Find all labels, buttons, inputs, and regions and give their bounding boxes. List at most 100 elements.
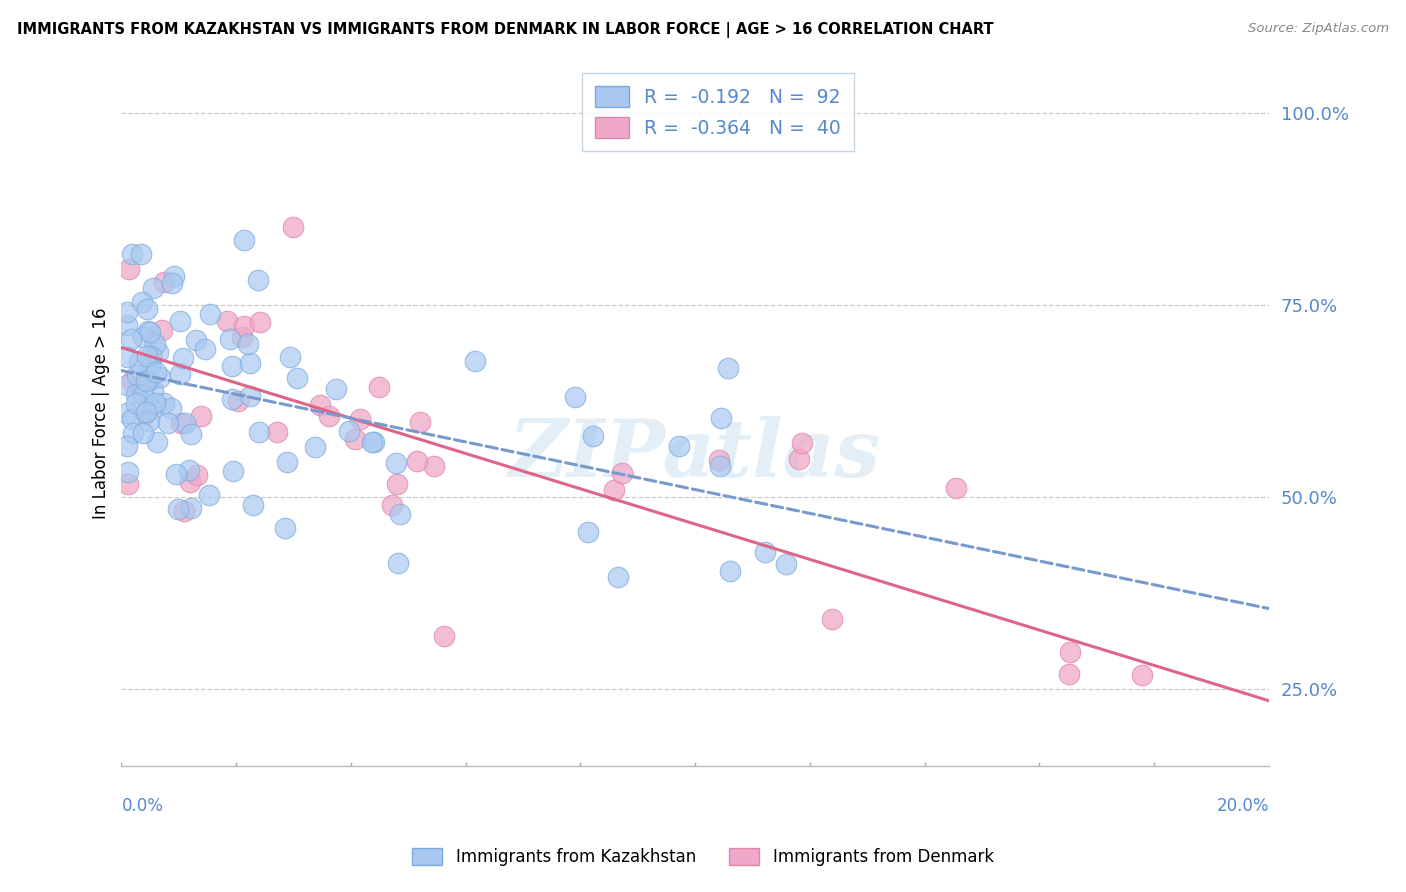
Point <box>122 425 145 440</box>
Point <box>221 392 243 406</box>
Point <box>1059 645 1081 659</box>
Point <box>792 435 814 450</box>
Point <box>233 233 256 247</box>
Point <box>125 387 148 401</box>
Point <box>668 439 690 453</box>
Point <box>159 401 181 415</box>
Point <box>180 427 202 442</box>
Point <box>179 475 201 489</box>
Point <box>231 330 253 344</box>
Point <box>285 371 308 385</box>
Point <box>219 332 242 346</box>
Point <box>152 396 174 410</box>
Point <box>121 247 143 261</box>
Point <box>131 294 153 309</box>
Point <box>368 380 391 394</box>
Point <box>167 502 190 516</box>
Point <box>422 458 444 473</box>
Point <box>141 349 163 363</box>
Point <box>564 390 586 404</box>
Point <box>775 558 797 572</box>
Point <box>217 314 239 328</box>
Point <box>309 398 332 412</box>
Point <box>134 407 156 421</box>
Point <box>228 393 250 408</box>
Point <box>304 441 326 455</box>
Point <box>132 330 155 344</box>
Point <box>464 353 486 368</box>
Point <box>165 467 187 482</box>
Point <box>239 356 262 370</box>
Point <box>177 463 200 477</box>
Point <box>337 424 360 438</box>
Point <box>343 432 366 446</box>
Point <box>1132 668 1154 682</box>
Point <box>194 342 217 356</box>
Point <box>115 378 138 392</box>
Point <box>135 302 157 317</box>
Point <box>156 416 179 430</box>
Point <box>221 359 243 374</box>
Point <box>115 351 138 365</box>
Point <box>718 564 741 578</box>
Point <box>200 306 222 320</box>
Point <box>142 384 165 398</box>
Point <box>173 503 195 517</box>
Point <box>149 370 172 384</box>
Point <box>582 428 605 442</box>
Y-axis label: In Labor Force | Age > 16: In Labor Force | Age > 16 <box>93 307 110 518</box>
Point <box>239 389 262 403</box>
Point <box>249 315 271 329</box>
Point <box>190 409 212 424</box>
Point <box>278 351 301 365</box>
Point <box>117 476 139 491</box>
Point <box>754 545 776 559</box>
Point <box>170 416 193 430</box>
Point <box>405 454 427 468</box>
Point <box>222 464 245 478</box>
Point <box>266 425 288 439</box>
Point <box>233 319 256 334</box>
Point <box>146 434 169 449</box>
Point <box>115 318 138 332</box>
Point <box>160 276 183 290</box>
Point <box>145 365 167 379</box>
Point <box>131 247 153 261</box>
Point <box>361 434 384 449</box>
Point <box>363 434 385 449</box>
Point <box>387 556 409 570</box>
Point <box>576 524 599 539</box>
Text: ZIPatlas: ZIPatlas <box>509 417 882 494</box>
Point <box>389 508 412 522</box>
Point <box>607 570 630 584</box>
Point <box>186 333 208 347</box>
Point <box>131 426 153 441</box>
Point <box>274 521 297 535</box>
Point <box>242 499 264 513</box>
Point <box>169 367 191 381</box>
Point <box>117 465 139 479</box>
Point <box>135 374 157 388</box>
Point <box>169 314 191 328</box>
Point <box>138 326 160 340</box>
Point <box>1057 666 1080 681</box>
Point <box>162 268 184 283</box>
Point <box>384 456 406 470</box>
Point <box>349 411 371 425</box>
Point <box>820 611 842 625</box>
Point <box>603 483 626 497</box>
Point <box>125 396 148 410</box>
Point <box>146 345 169 359</box>
Point <box>142 280 165 294</box>
Point <box>247 425 270 439</box>
Point <box>115 406 138 420</box>
Point <box>115 439 138 453</box>
Point <box>318 409 340 424</box>
Point <box>172 351 194 366</box>
Point <box>132 388 155 402</box>
Point <box>136 324 159 338</box>
Point <box>710 411 733 425</box>
Point <box>381 498 404 512</box>
Point <box>128 354 150 368</box>
Point <box>409 415 432 429</box>
